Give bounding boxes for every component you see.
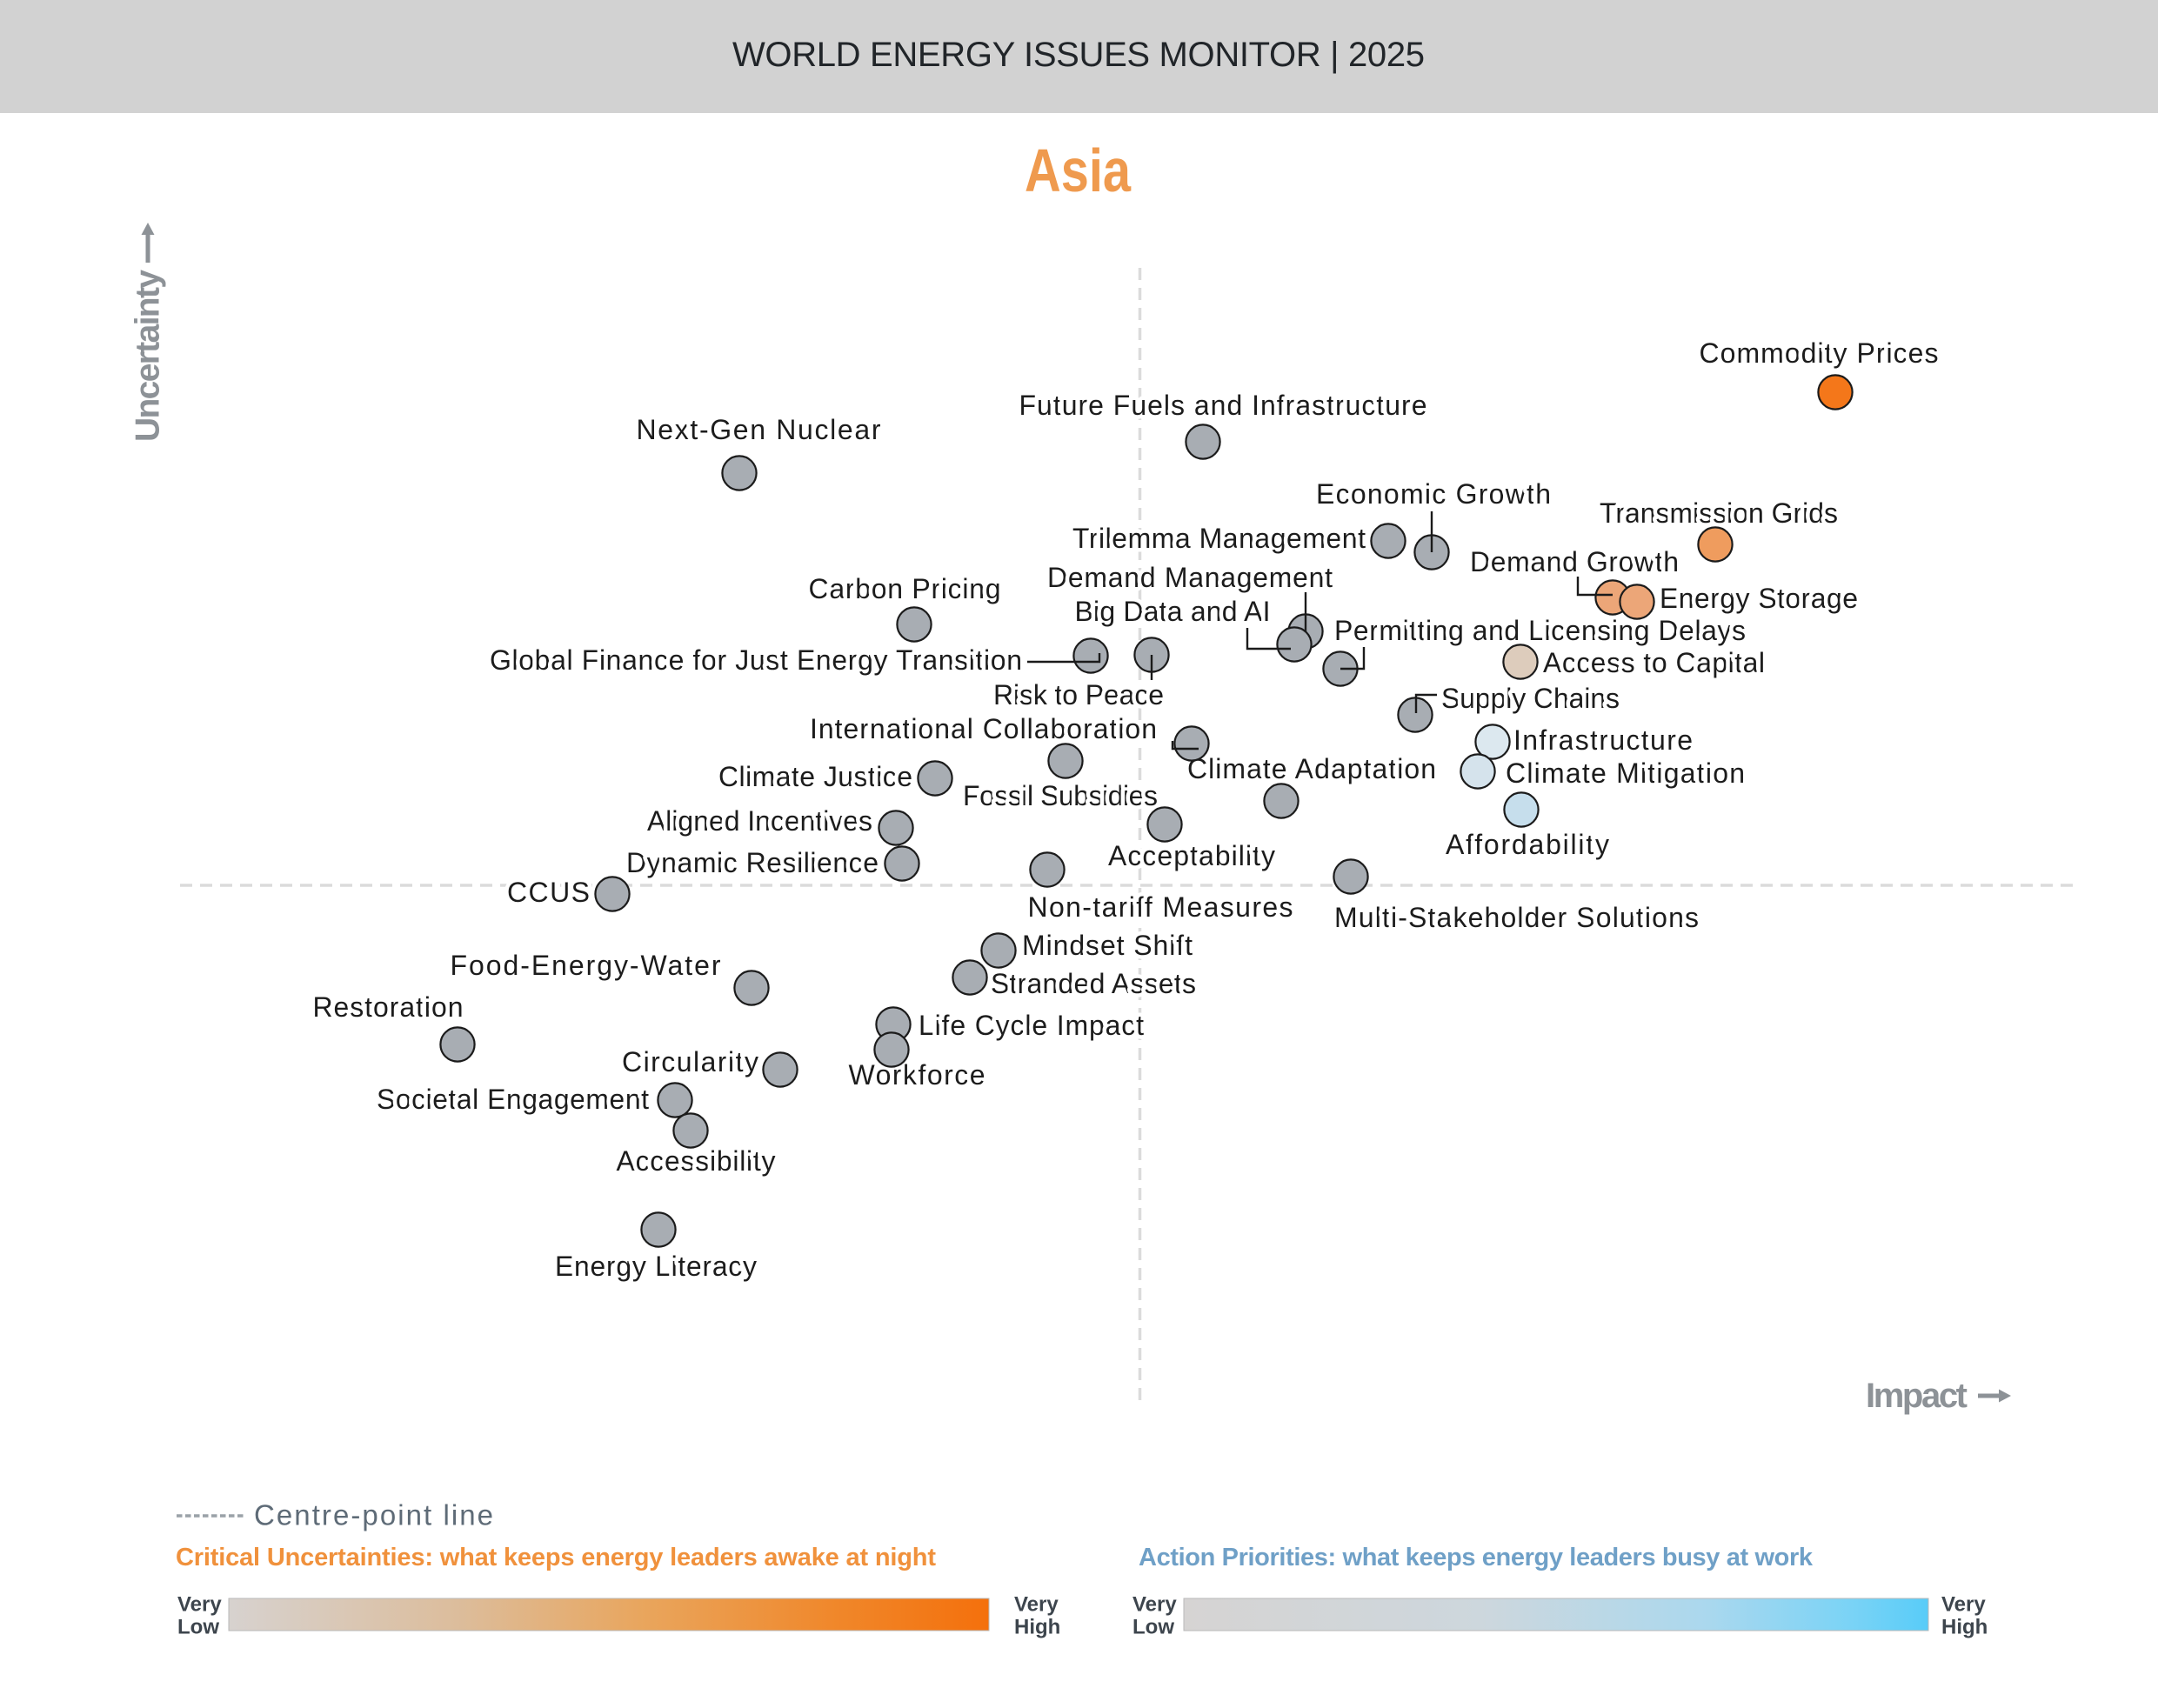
svg-text:Food‑Energy‑Water: Food‑Energy‑Water: [451, 950, 721, 981]
svg-text:Demand Management: Demand Management: [1047, 562, 1333, 593]
svg-text:Commodity Prices: Commodity Prices: [1700, 337, 1939, 369]
svg-text:Risk to Peace: Risk to Peace: [993, 679, 1164, 711]
svg-text:Asia: Asia: [1025, 137, 1132, 204]
svg-text:WORLD ENERGY ISSUES MONITOR |: WORLD ENERGY ISSUES MONITOR | 2025: [732, 36, 1425, 74]
svg-text:Carbon Pricing: Carbon Pricing: [809, 573, 1001, 604]
svg-text:Energy Storage: Energy Storage: [1660, 583, 1858, 614]
svg-text:Acceptability: Acceptability: [1108, 840, 1275, 871]
svg-text:Life Cycle Impact: Life Cycle Impact: [919, 1010, 1144, 1041]
svg-text:Climate Adaptation: Climate Adaptation: [1187, 753, 1436, 784]
svg-text:Fossil Subsidies: Fossil Subsidies: [963, 780, 1158, 811]
svg-text:Impact: Impact: [1866, 1377, 1968, 1415]
svg-text:Global Finance for Just Energy: Global Finance for Just Energy Transitio…: [490, 644, 1022, 676]
svg-text:Access to Capital: Access to Capital: [1543, 647, 1765, 678]
svg-text:Aligned Incentives: Aligned Incentives: [647, 805, 872, 837]
svg-text:Energy Literacy: Energy Literacy: [555, 1251, 757, 1282]
svg-text:Critical Uncertainties: what k: Critical Uncertainties: what keeps energ…: [176, 1544, 936, 1571]
svg-text:Infrastructure: Infrastructure: [1513, 724, 1693, 756]
svg-text:Trilemma Management: Trilemma Management: [1072, 523, 1366, 554]
svg-text:Economic Growth: Economic Growth: [1316, 478, 1551, 510]
svg-text:Societal Engagement: Societal Engagement: [377, 1084, 649, 1115]
svg-text:Very: Very: [1014, 1593, 1059, 1617]
svg-text:Climate Mitigation: Climate Mitigation: [1506, 757, 1745, 789]
svg-text:Next‑Gen Nuclear: Next‑Gen Nuclear: [637, 414, 881, 445]
svg-text:Transmission Grids: Transmission Grids: [1600, 497, 1838, 529]
svg-text:Demand Growth: Demand Growth: [1470, 546, 1679, 577]
svg-text:Stranded Assets: Stranded Assets: [991, 968, 1196, 999]
svg-text:Permitting and Licensing Delay: Permitting and Licensing Delays: [1334, 615, 1746, 646]
svg-text:Climate Justice: Climate Justice: [718, 761, 912, 792]
svg-text:Very: Very: [1132, 1593, 1177, 1617]
svg-text:International Collaboration: International Collaboration: [810, 713, 1157, 744]
svg-text:Low: Low: [177, 1616, 219, 1639]
svg-text:Accessibility: Accessibility: [617, 1145, 776, 1177]
svg-text:Restoration: Restoration: [313, 991, 464, 1023]
svg-text:Future Fuels and Infrastructur: Future Fuels and Infrastructure: [1019, 390, 1427, 421]
svg-text:Uncertainty: Uncertainty: [130, 270, 167, 442]
svg-text:Multi‑Stakeholder Solutions: Multi‑Stakeholder Solutions: [1334, 902, 1699, 933]
svg-text:High: High: [1014, 1616, 1060, 1639]
svg-text:Action Priorities: what keeps: Action Priorities: what keeps energy lea…: [1139, 1544, 1814, 1571]
svg-text:Low: Low: [1132, 1616, 1174, 1639]
svg-text:Non‑tariff Measures: Non‑tariff Measures: [1028, 891, 1293, 923]
svg-text:Centre-point line: Centre-point line: [254, 1499, 493, 1531]
svg-text:Very: Very: [1941, 1593, 1986, 1617]
svg-text:Big Data and AI: Big Data and AI: [1075, 596, 1271, 627]
svg-text:CCUS: CCUS: [507, 877, 590, 908]
svg-text:Very: Very: [177, 1593, 222, 1617]
svg-text:Supply Chains: Supply Chains: [1441, 683, 1620, 714]
svg-text:Dynamic Resilience: Dynamic Resilience: [626, 847, 879, 878]
svg-text:Mindset Shift: Mindset Shift: [1022, 930, 1193, 961]
svg-text:High: High: [1941, 1616, 1988, 1639]
